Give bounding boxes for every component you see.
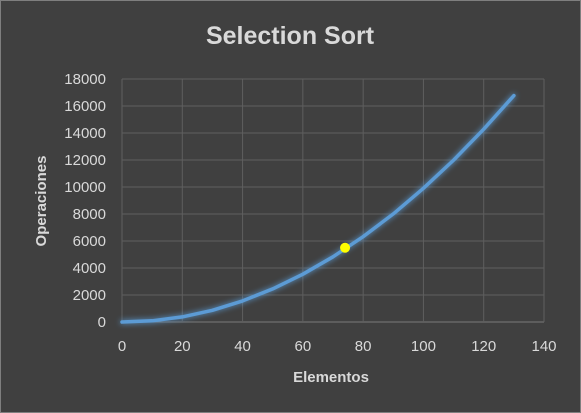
x-tick-label: 0 xyxy=(118,338,126,355)
y-tick-label: 2000 xyxy=(73,287,106,304)
y-tick-label: 12000 xyxy=(64,152,106,169)
x-tick-label: 20 xyxy=(174,338,191,355)
x-tick-label: 100 xyxy=(411,338,436,355)
x-axis-label: Elementos xyxy=(293,369,369,386)
y-tick-label: 0 xyxy=(98,314,106,331)
y-tick-label: 14000 xyxy=(64,125,106,142)
gridlines xyxy=(121,78,545,323)
y-tick-label: 4000 xyxy=(73,260,106,277)
y-axis-label: Operaciones xyxy=(33,156,50,247)
y-tick-label: 8000 xyxy=(73,206,106,223)
y-tick-label: 18000 xyxy=(64,71,106,88)
series-line xyxy=(120,93,516,324)
x-tick-label: 120 xyxy=(471,338,496,355)
y-tick-label: 10000 xyxy=(64,179,106,196)
chart-title: Selection Sort xyxy=(206,22,375,50)
highlight-point xyxy=(340,242,351,253)
x-tick-label: 60 xyxy=(295,338,312,355)
x-tick-label: 80 xyxy=(355,338,372,355)
series-layer xyxy=(120,93,516,324)
x-tick-label: 40 xyxy=(234,338,251,355)
x-tick-label: 140 xyxy=(531,338,556,355)
y-tick-label: 16000 xyxy=(64,98,106,115)
tick-labels: 0 2000 4000 6000 8000 10000 12000 14000 16000 180… xyxy=(64,71,556,355)
y-tick-label: 6000 xyxy=(73,233,106,250)
